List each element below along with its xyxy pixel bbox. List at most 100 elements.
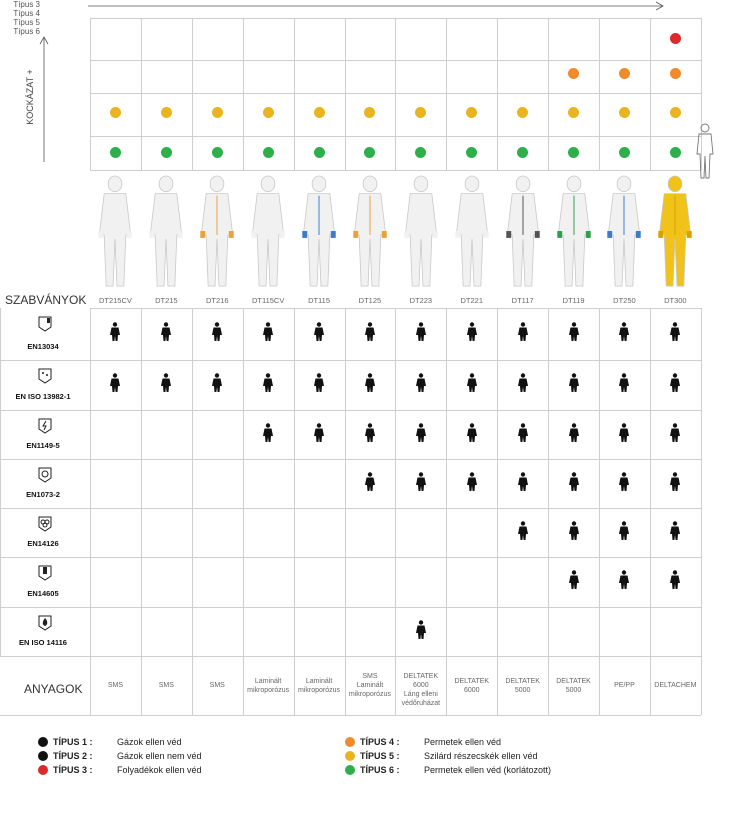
legend-dot <box>345 737 355 747</box>
radioactive-particles-icon <box>38 467 52 483</box>
legend-dot <box>38 751 48 761</box>
compliance-person-icon <box>466 373 477 392</box>
chemical-flask-icon <box>38 316 52 332</box>
grid-vline <box>90 308 91 715</box>
risk-dot-t6 <box>415 146 427 158</box>
antistatic-icon <box>38 418 52 434</box>
risk-dot-t6 <box>211 146 223 158</box>
compliance-person-icon <box>466 471 477 491</box>
grid-vline <box>293 308 295 715</box>
coverall-image <box>505 175 540 287</box>
compliance-person-icon <box>670 570 681 589</box>
grid-vline <box>548 18 550 170</box>
risk-dot-t6 <box>517 146 529 158</box>
material-cell: SMS <box>90 681 140 690</box>
compliance-person-icon <box>517 471 528 491</box>
material-cell: PE/PP <box>599 681 649 690</box>
coverall-image <box>556 175 591 287</box>
material-line: DELTATEK <box>454 677 490 685</box>
chemical-dust-icon <box>38 368 52 384</box>
grid-vline <box>649 308 651 715</box>
grid-vline <box>395 18 397 170</box>
compliance-person-icon <box>619 373 630 392</box>
grid-vline <box>599 18 600 170</box>
risk-row-label: Típus 6 <box>13 27 40 36</box>
grid-vline <box>191 18 193 170</box>
standard-name: EN14126 <box>27 539 59 548</box>
compliance-person-icon <box>110 322 121 341</box>
product-code: DT115 <box>308 296 331 305</box>
compliance-person-icon <box>212 373 223 392</box>
standard-name: EN1149-5 <box>26 441 60 450</box>
product-code: DT300 <box>664 296 687 305</box>
legend-item: TÍPUS 2 : Gázok ellen nem véd <box>38 751 202 761</box>
coverall-outline-icon <box>696 123 714 179</box>
risk-row-label: Típus 5 <box>13 18 40 27</box>
product-code: DT250 <box>613 296 636 305</box>
product-code: DT117 <box>511 296 534 305</box>
legend-type-label: TÍPUS 1 : <box>53 737 93 747</box>
legend-description: Gázok ellen véd <box>117 737 182 747</box>
compliance-person-icon <box>568 570 579 589</box>
risk-arrow <box>39 36 49 162</box>
grid-vline <box>140 18 142 170</box>
material-cell: DELTATEK 5000 <box>549 677 599 695</box>
material-cell: DELTATEK 5000 <box>498 677 548 695</box>
risk-dot-t6 <box>109 146 121 158</box>
coverall-image <box>404 175 438 287</box>
material-line: DELTACHEM <box>654 682 697 689</box>
standards-header: SZABVÁNYOK <box>5 293 87 307</box>
compliance-person-icon <box>314 373 325 392</box>
material-line: 5000 <box>565 686 582 694</box>
compliance-person-icon <box>568 422 579 442</box>
coverall-image <box>251 175 285 287</box>
risk-dot-t5 <box>466 106 478 118</box>
risk-dot-t5 <box>109 106 121 118</box>
grid-hline <box>0 656 701 657</box>
grid-hline <box>0 410 701 411</box>
grid-vline <box>90 18 91 170</box>
material-line: Láng elleni <box>403 691 438 698</box>
compliance-person-icon <box>517 422 528 442</box>
material-line: Laminált <box>356 682 384 689</box>
legend-dot <box>38 765 48 775</box>
risk-dot-t6 <box>568 146 580 158</box>
grid-vline <box>293 18 295 170</box>
material-line: védőruházat <box>401 700 441 707</box>
legend-item: TÍPUS 1 : Gázok ellen véd <box>38 737 182 747</box>
grid-vline <box>497 18 499 170</box>
compliance-person-icon <box>670 322 681 341</box>
risk-axis-label: KOCKÁZAT + <box>25 69 35 125</box>
risk-dot-t5 <box>669 106 681 118</box>
compliance-person-icon <box>110 373 121 392</box>
legend-description: Permetek ellen véd (korlátozott) <box>424 765 552 775</box>
coverall-image <box>455 175 489 287</box>
grid-vline <box>497 308 499 715</box>
material-cell: DELTATEK 6000 Láng elleni védőruházat <box>396 672 446 708</box>
material-line: SMS <box>107 682 124 689</box>
compliance-person-icon <box>466 322 477 341</box>
material-cell: SMS <box>192 681 242 690</box>
compliance-person-icon <box>517 520 528 540</box>
legend-dot <box>345 751 355 761</box>
compliance-person-icon <box>212 322 223 341</box>
compliance-person-icon <box>415 471 426 491</box>
risk-dot-t5 <box>364 106 376 118</box>
grid-vline <box>446 308 448 715</box>
legend-description: Folyadékok ellen véd <box>117 765 202 775</box>
biohazard-icon <box>38 516 52 532</box>
risk-dot-t6 <box>262 146 274 158</box>
legend-item: TÍPUS 6 : Permetek ellen véd (korlátozott… <box>345 765 551 775</box>
product-code: DT216 <box>205 296 229 305</box>
material-line: PE/PP <box>614 682 635 689</box>
grid-vline <box>140 308 142 715</box>
grid-vline <box>649 18 651 170</box>
grid-vline <box>599 308 600 715</box>
product-code: DT223 <box>409 296 433 305</box>
risk-dot-t5 <box>517 106 529 118</box>
legend-item: TÍPUS 5 : Szilárd részecskék ellen véd <box>345 751 538 761</box>
risk-dot-t3 <box>669 32 681 44</box>
risk-dot-t4 <box>669 67 681 79</box>
grid-hline <box>0 715 701 716</box>
compliance-person-icon <box>161 322 172 341</box>
